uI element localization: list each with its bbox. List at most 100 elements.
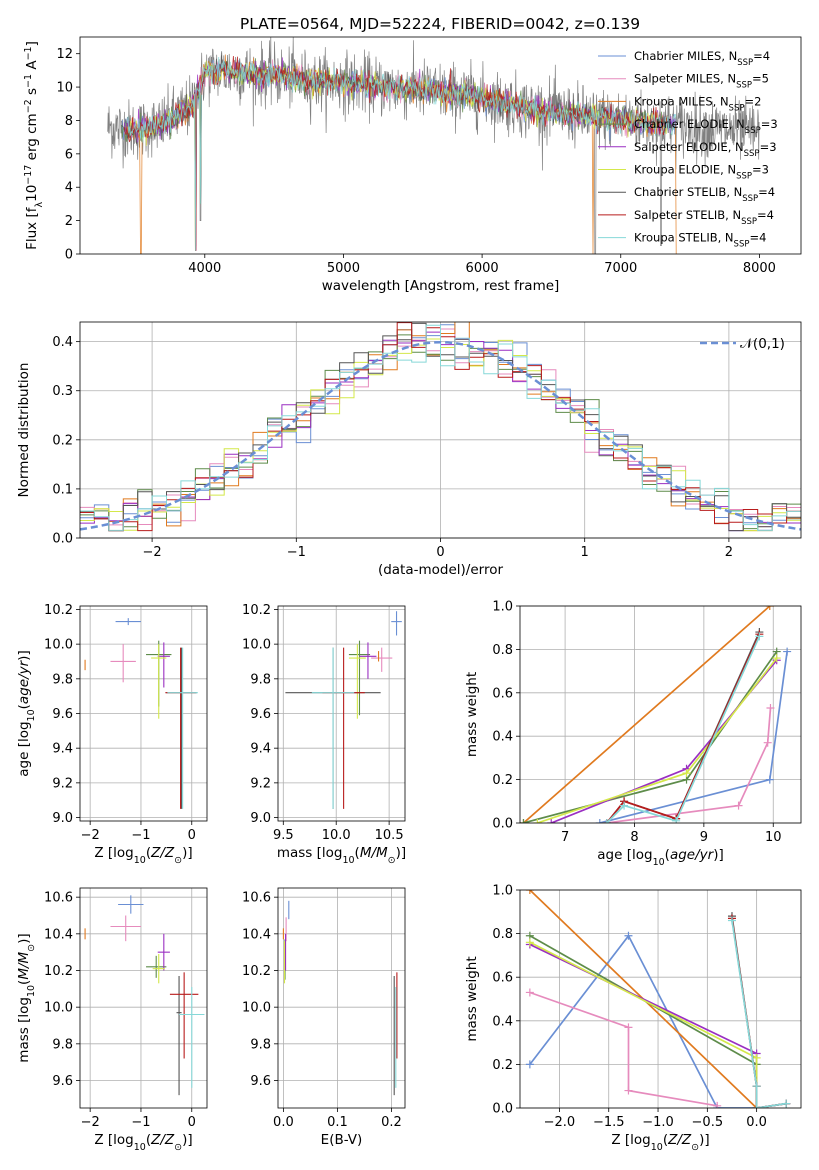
panel-weight-vs-Z: −2.0 −1.5 −1.0 −0.5 0.0 0.0 0.2 0.4 0.6 0.8 1.0 Z [… [464,884,802,1153]
weight-vs-Z-line-8 [731,920,787,1108]
residuals-xtick-label-1: −1 [287,545,306,560]
weight-vs-age-marker-0-2 [783,647,792,656]
spectrum-xtick-label-2: 6000 [466,261,499,276]
weight-vs-Z-marker-8-3 [782,1099,791,1108]
weight-vs-Z-frame [519,889,802,1109]
residuals-xlabel: (data-model)/error [378,562,504,578]
weight-vs-age-marker-3-0 [520,819,528,823]
age-vs-Z-xtick-label-1: −1 [131,828,150,843]
age-vs-mass-points [285,611,402,809]
spectrum-xtick-label-1: 5000 [327,261,360,276]
weight-vs-Z-xtick-label-0: −2.0 [544,1115,576,1130]
spectrum-ytick-label-4: 8 [65,114,73,129]
age-vs-Z-grid [80,606,207,821]
mass-vs-EBV-ytick-label-1: 9.8 [250,1037,271,1052]
mass-vs-EBV-xtick-label-0: 0.0 [273,1115,294,1130]
weight-vs-Z-ytick-label-5: 1.0 [492,884,513,899]
mass-vs-Z-frame [79,887,208,1109]
weight-vs-age-marker-4-0 [547,819,556,823]
weight-vs-age-frame [519,605,802,824]
weight-vs-age-line-7 [606,633,761,823]
spectrum-ytick-label-2: 4 [65,181,73,196]
mass-vs-Z-ytick-label-1: 9.8 [52,1037,73,1052]
age-vs-Z-xlabel: Z [log10(Z/Z⊙)] [94,845,192,866]
weight-vs-age-marker-5-1 [682,769,691,778]
weight-vs-Z-ytick-label-4: 0.8 [492,927,513,942]
weight-vs-Z-axes: −2.0 −1.5 −1.0 −0.5 0.0 0.0 0.2 0.4 0.6 0.8 1.0 [492,884,802,1130]
residuals-axes: −2 −1 0 1 2 0.0 0.1 0.2 0.3 0.4 [52,321,802,560]
spectrum-ytick-label-0: 0 [65,248,73,263]
age-vs-mass-ytick-label-6: 10.2 [242,603,271,618]
weight-vs-Z-marker-8-1 [752,1082,761,1091]
weight-vs-Z-marker-1-1 [624,1023,633,1032]
weight-vs-age-marker-0-0 [595,819,604,823]
residuals-ytick-label-2: 0.2 [52,433,73,448]
weight-vs-Z-marker-1-2 [624,1086,633,1095]
spectrum-xtick-label-0: 4000 [188,261,221,276]
legend-label-4: Salpeter ELODIE, NSSP=3 [634,140,777,159]
legend-label-1: Salpeter MILES, NSSP=5 [634,72,769,91]
weight-vs-Z-marker-0-0 [525,1060,534,1069]
residuals-ytick-label-3: 0.3 [52,384,73,399]
mass-vs-Z-xtick-label-0: −2 [81,1115,100,1130]
mass-vs-EBV-frame [277,887,406,1109]
panel-weight-vs-age: 7 8 9 10 0.0 0.2 0.4 0.6 0.8 1.0 age [log10(age/yr… [464,600,802,868]
mass-vs-Z-ytick-label-3: 10.2 [44,964,73,979]
weight-vs-Z-marker-0-1 [624,931,633,940]
legend-label-2: Kroupa MILES, NSSP=2 [634,94,761,113]
mass-vs-EBV-ytick-label-4: 10.4 [242,927,271,942]
mass-vs-Z-xtick-label-2: 0 [188,1115,196,1130]
weight-vs-age-xtick-label-2: 9 [700,830,708,845]
panel-age-vs-mass: 9.5 10.0 10.5 9.0 9.2 9.4 9.6 9.8 10.0 10.2 mass [… [242,603,406,866]
age-vs-mass-ytick-label-2: 9.4 [250,742,271,757]
weight-vs-Z-marker-1-0 [525,988,534,997]
weight-vs-Z-marker-1-3 [713,1101,722,1108]
panel-age-vs-Z: −2 −1 0 9.0 9.2 9.4 9.6 9.8 10.0 10.2 Z [log10(Z/Z… [16,603,208,866]
legend-label-6: Chabrier STELIB, NSSP=4 [634,185,775,204]
age-vs-mass-xtick-label-0: 9.5 [273,828,294,843]
age-vs-Z-ytick-label-3: 9.6 [52,707,73,722]
spectrum-xtick-label-4: 8000 [743,261,776,276]
age-vs-mass-ytick-label-3: 9.6 [250,707,271,722]
mass-vs-EBV-points [282,900,398,1096]
mass-vs-EBV-xtick-label-2: 0.2 [381,1115,402,1130]
weight-vs-age-marker-2-1 [765,606,774,610]
weight-vs-age-marker-8-0 [602,819,611,823]
weight-vs-age-marker-8-1 [620,801,629,810]
weight-vs-Z-marker-2-0 [525,890,534,894]
residuals-xtick-label-4: 2 [725,545,733,560]
mass-vs-Z-ylabel: mass [log10(M/M⊙)] [16,933,37,1062]
age-vs-Z-ytick-label-2: 9.4 [52,742,73,757]
mass-vs-EBV-grid [278,888,405,1108]
spectrum-observed-line [107,37,760,254]
weight-vs-age-line-2 [522,606,771,823]
weight-vs-age-xtick-label-0: 7 [561,830,569,845]
weight-vs-age-marker-8-3 [755,632,764,641]
spectrum-ytick-label-5: 10 [56,81,73,96]
weight-vs-age-marker-0-1 [765,775,774,784]
weight-vs-Z-ytick-label-1: 0.2 [492,1058,513,1073]
mass-vs-Z-xlabel: Z [log10(Z/Z⊙)] [94,1132,192,1153]
weight-vs-age-marker-5-0 [533,819,542,823]
weight-vs-Z-ytick-label-3: 0.6 [492,971,513,986]
residuals-ytick-label-1: 0.1 [52,482,73,497]
mass-vs-EBV-ytick-label-0: 9.6 [250,1074,271,1089]
weight-vs-age-ytick-label-1: 0.2 [492,773,513,788]
gaussian-curve [80,340,801,531]
age-vs-mass-xlabel: mass [log10(M/M⊙)] [277,845,406,866]
residual-histograms [80,322,801,532]
age-vs-Z-ytick-label-0: 9.0 [52,811,73,826]
weight-vs-Z-xtick-label-2: −1.0 [642,1115,674,1130]
residuals-ytick-label-0: 0.0 [52,532,73,547]
residuals-ylabel: Normed distribution [16,363,32,498]
weight-vs-age-xtick-label-1: 8 [630,830,638,845]
spectrum-legend: Chabrier MILES, NSSP=4 Salpeter MILES, NS… [598,49,778,250]
spectrum-ylabel: Flux [fλ10−17 erg cm−2 s−1 A−1] [23,41,45,250]
legend-label-7: Salpeter STELIB, NSSP=4 [634,208,774,227]
age-vs-mass-ytick-label-0: 9.0 [250,811,271,826]
panel-spectrum: Chabrier MILES, NSSP=4 Salpeter MILES, NS… [23,36,802,294]
spectrum-ytick-label-3: 6 [65,147,73,162]
weight-vs-age-lines [520,606,792,823]
age-vs-Z-points [84,618,198,809]
residuals-xtick-label-3: 1 [581,545,589,560]
